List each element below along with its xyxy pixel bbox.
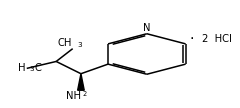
Text: 2: 2 — [82, 91, 86, 97]
Text: 3: 3 — [78, 42, 83, 48]
Text: CH: CH — [57, 38, 72, 48]
Text: C: C — [34, 63, 41, 73]
Text: 2  HCl: 2 HCl — [202, 34, 232, 44]
Text: H: H — [18, 63, 25, 73]
Text: ·: · — [189, 32, 194, 46]
Text: NH: NH — [66, 91, 81, 101]
Text: 3: 3 — [30, 66, 34, 72]
Text: N: N — [143, 23, 150, 33]
Polygon shape — [78, 74, 84, 90]
